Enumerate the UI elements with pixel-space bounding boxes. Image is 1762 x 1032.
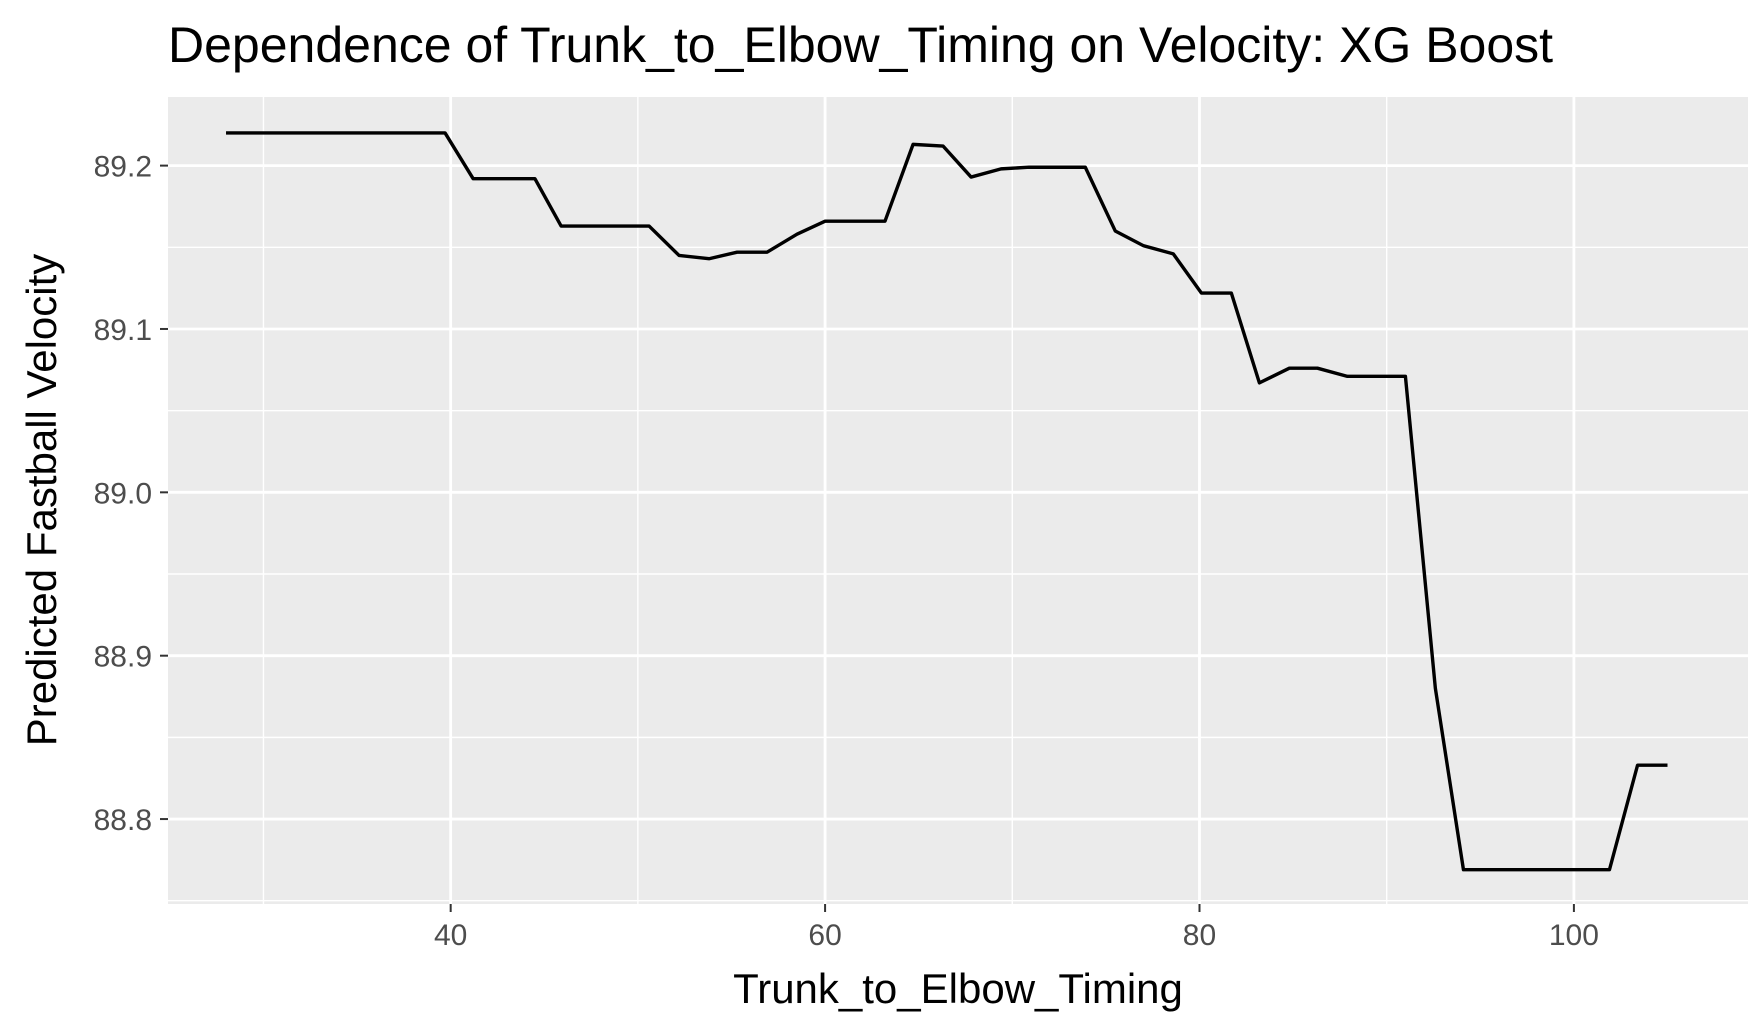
x-axis-title: Trunk_to_Elbow_Timing	[733, 965, 1183, 1012]
series-line	[226, 131, 1668, 872]
x-tick-label: 80	[1183, 919, 1216, 952]
y-tick-label: 88.9	[94, 641, 152, 674]
y-tick-label: 89.2	[94, 151, 152, 184]
chart-title: Dependence of Trunk_to_Elbow_Timing on V…	[168, 17, 1553, 73]
x-axis-ticks	[449, 904, 1575, 912]
x-tick-label: 40	[434, 919, 467, 952]
plot-panel	[168, 97, 1748, 904]
grid-minor	[168, 97, 1748, 904]
x-tick-label: 60	[808, 919, 841, 952]
y-tick-label: 89.1	[94, 314, 152, 347]
x-tick-label: 100	[1549, 919, 1599, 952]
y-axis-tick-labels: 88.8 88.9 89.0 89.1 89.2	[94, 151, 152, 837]
y-tick-label: 89.0	[94, 477, 152, 510]
grid-major	[168, 97, 1748, 904]
y-axis-ticks	[160, 164, 168, 821]
x-axis-tick-labels: 40 60 80 100	[434, 919, 1599, 952]
y-tick-label: 88.8	[94, 804, 152, 837]
y-axis-title: Predicted Fastball Velocity	[18, 254, 65, 747]
